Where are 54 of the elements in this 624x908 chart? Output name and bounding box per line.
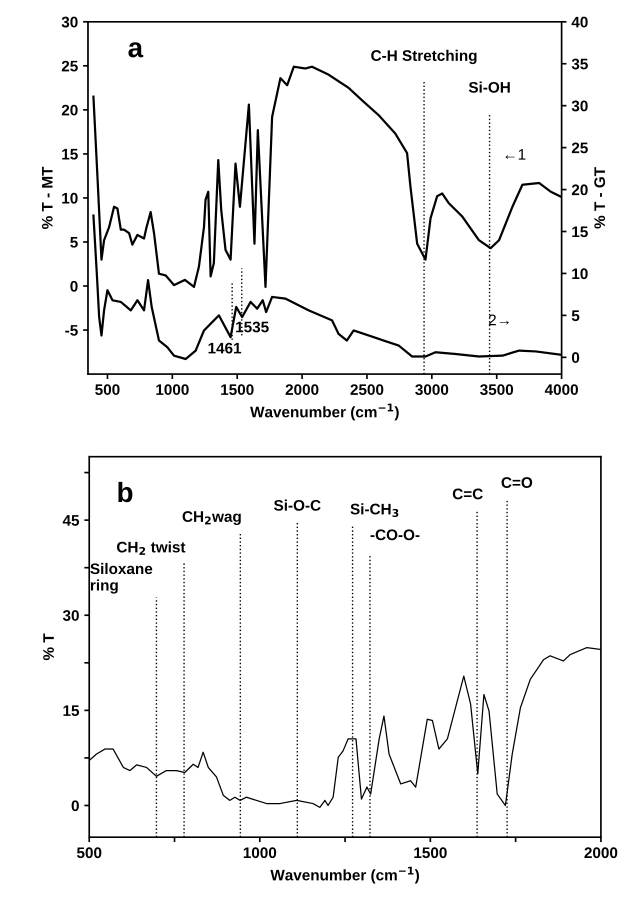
y2-tick-label: 10 <box>572 268 588 280</box>
y2-tick-label: 25 <box>572 142 588 154</box>
x-tick-label: 1000 <box>244 847 276 858</box>
ref-line-label: Si-O-C <box>274 500 321 511</box>
x-tick-label: 4000 <box>544 384 578 396</box>
y-tick-label: 0 <box>72 800 79 812</box>
y2-tick-label: 40 <box>572 16 588 28</box>
y-tick-label: 15 <box>63 705 80 716</box>
x-axis-title: Wavenumber (cm$^{−1}$) <box>270 866 420 884</box>
y-tick-label: 30 <box>62 16 78 28</box>
y-tick-label: 20 <box>62 104 78 116</box>
ref-line-label: Si-CH$_{3}$ <box>350 503 398 518</box>
y-tick-label: 10 <box>62 192 78 204</box>
x-tick-label: 1000 <box>156 384 189 396</box>
y-tick-label: 30 <box>62 610 79 621</box>
x-tick-label: 3500 <box>480 384 514 396</box>
ref-line-label: C=O <box>502 477 532 488</box>
ref-line-label: Si-OH <box>468 82 510 93</box>
annotation: 2→ <box>488 314 509 326</box>
x-tick-label: 2500 <box>350 384 384 396</box>
annotation: b <box>118 482 132 502</box>
ref-line-label: CH$_{2}$wag <box>182 511 241 526</box>
ref-line-label: -CO-O- <box>370 529 420 540</box>
y-tick-label: 25 <box>62 60 78 72</box>
ref-line-label: CH$_{2}$ twist <box>117 541 186 555</box>
y2-tick-label: 30 <box>572 100 588 112</box>
annotation: ←1 <box>505 149 526 160</box>
x-tick-label: 1500 <box>221 384 254 396</box>
ref-line-label: 1461 <box>208 342 242 354</box>
y-tick-label: -5 <box>65 325 78 336</box>
y-tick-label: 0 <box>70 280 78 292</box>
y-tick-label: 15 <box>62 148 78 160</box>
y2-tick-label: 5 <box>572 310 580 322</box>
y-tick-label: 5 <box>70 237 78 248</box>
y-tick-label: 45 <box>62 515 80 526</box>
annotation: a <box>128 42 144 58</box>
x-tick-label: 1500 <box>414 847 447 858</box>
x-tick-label: 2000 <box>286 384 318 396</box>
ref-line-label: 1535 <box>236 322 269 332</box>
y-axis-title: % T - MT <box>42 166 53 229</box>
x-tick-label: 500 <box>76 847 102 858</box>
y-axis-title: % T <box>43 634 54 660</box>
x-tick-label: 500 <box>95 384 120 396</box>
y2-axis-title: % T - GT <box>594 167 606 229</box>
x-axis-title: Wavenumber (cm$^{−1}$) <box>250 404 399 420</box>
y2-tick-label: 35 <box>572 58 588 70</box>
y2-tick-label: 0 <box>572 352 580 364</box>
ref-line-label: C-H Stretching <box>371 50 477 64</box>
x-tick-label: 3000 <box>415 384 448 396</box>
ref-line-label: C=C <box>452 488 483 500</box>
ref-line-label: Siloxane ring <box>90 562 152 594</box>
y2-tick-label: 20 <box>572 184 588 196</box>
x-tick-label: 2000 <box>584 847 618 858</box>
y2-tick-label: 15 <box>572 226 588 238</box>
